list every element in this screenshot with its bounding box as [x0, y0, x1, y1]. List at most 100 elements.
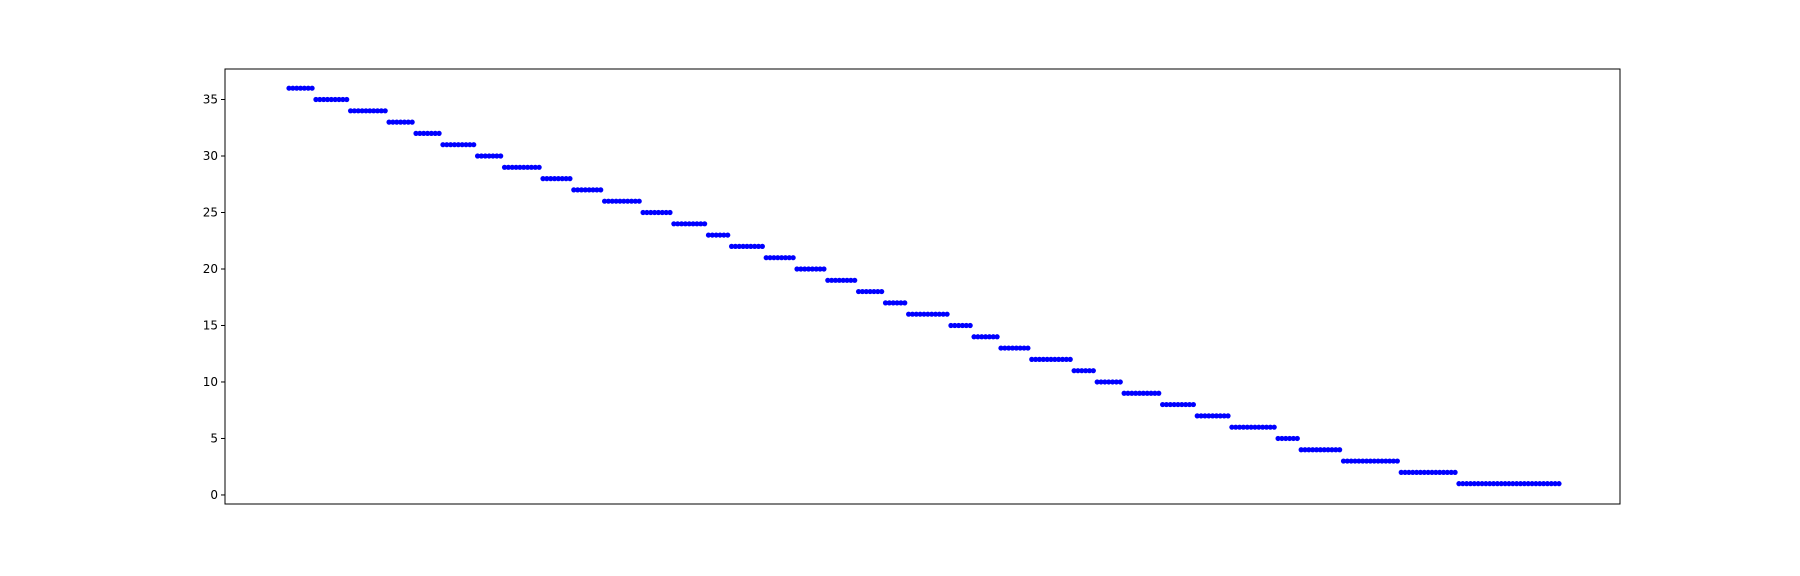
data-point: [990, 334, 996, 340]
data-point: [1510, 481, 1516, 487]
data-point: [1083, 368, 1089, 374]
data-point: [1136, 390, 1143, 396]
data-point: [509, 164, 515, 170]
data-point: [1271, 424, 1277, 430]
data-point: [1479, 481, 1485, 487]
data-point: [567, 176, 573, 182]
data-point: [936, 311, 942, 317]
data-point: [1252, 424, 1258, 430]
data-point: [355, 108, 361, 114]
data-point: [1025, 345, 1031, 351]
data-point: [698, 221, 704, 227]
data-point: [1467, 481, 1474, 487]
data-point: [1021, 345, 1027, 351]
data-point: [855, 288, 862, 295]
data-point: [875, 288, 881, 295]
data-point: [675, 221, 681, 227]
data-point: [1036, 356, 1043, 362]
data-point: [1109, 379, 1116, 385]
data-point: [347, 108, 354, 114]
data-point: [1325, 447, 1331, 453]
data-point: [940, 311, 946, 317]
data-point: [1437, 469, 1443, 475]
data-point: [1233, 424, 1239, 430]
data-point: [1198, 413, 1204, 419]
data-point: [1006, 345, 1012, 351]
y-tick-label: 20: [203, 262, 218, 276]
data-point: [659, 209, 665, 216]
y-tick-label: 15: [203, 318, 218, 332]
data-point: [721, 232, 727, 238]
data-point: [1313, 447, 1320, 453]
data-point: [294, 85, 300, 91]
data-point: [317, 96, 323, 103]
data-point: [705, 232, 712, 238]
data-point: [1244, 424, 1250, 430]
data-point: [1360, 458, 1366, 464]
data-point: [1290, 435, 1297, 442]
data-point: [717, 232, 723, 238]
data-point: [1460, 481, 1466, 487]
data-point: [678, 221, 685, 227]
data-point: [471, 142, 477, 148]
data-point: [451, 142, 458, 148]
data-point: [1086, 368, 1093, 374]
data-point: [1556, 481, 1562, 487]
axes-frame: [224, 68, 1621, 505]
data-point: [740, 243, 746, 249]
data-point: [498, 153, 504, 159]
data-point: [482, 153, 488, 159]
data-point: [1506, 481, 1512, 487]
data-point: [371, 108, 377, 114]
data-point: [1529, 481, 1535, 487]
data-point: [513, 164, 519, 170]
data-point: [1210, 413, 1216, 419]
data-point: [1425, 469, 1431, 475]
data-point: [790, 255, 796, 261]
data-point: [732, 243, 739, 249]
y-tick-label: 30: [203, 149, 218, 163]
data-point: [467, 142, 473, 148]
data-point: [867, 288, 873, 295]
data-point: [505, 164, 511, 170]
data-point: [898, 300, 904, 306]
data-point: [925, 311, 931, 317]
data-point: [628, 198, 635, 204]
data-point: [1098, 379, 1104, 385]
data-point: [421, 130, 427, 136]
data-point: [1029, 356, 1035, 362]
data-point: [1094, 379, 1100, 385]
data-point: [736, 243, 742, 249]
data-point: [1048, 356, 1054, 362]
data-point: [444, 142, 450, 148]
data-point: [640, 209, 646, 216]
data-point: [686, 221, 692, 227]
data-point: [1002, 345, 1008, 351]
data-point: [725, 232, 731, 238]
data-point: [486, 153, 492, 159]
data-point: [1075, 368, 1081, 374]
data-point: [563, 176, 569, 182]
data-point: [1517, 481, 1524, 487]
data-point: [1059, 356, 1066, 362]
data-point: [636, 198, 642, 204]
data-point: [1129, 390, 1135, 396]
data-point: [1494, 481, 1501, 487]
data-point: [690, 221, 696, 227]
data-point: [586, 187, 592, 193]
data-point: [1194, 413, 1200, 419]
data-point: [986, 334, 993, 340]
data-point: [613, 198, 619, 204]
data-point: [324, 96, 331, 103]
data-point: [601, 198, 608, 204]
data-point: [1321, 447, 1327, 453]
data-point: [359, 108, 365, 114]
data-point: [528, 164, 535, 170]
y-tick-label: 25: [203, 205, 218, 219]
data-point: [979, 334, 985, 340]
data-point: [1433, 469, 1439, 475]
data-point: [463, 142, 469, 148]
data-point: [1283, 435, 1289, 442]
data-point: [932, 311, 939, 317]
data-point: [906, 311, 912, 317]
